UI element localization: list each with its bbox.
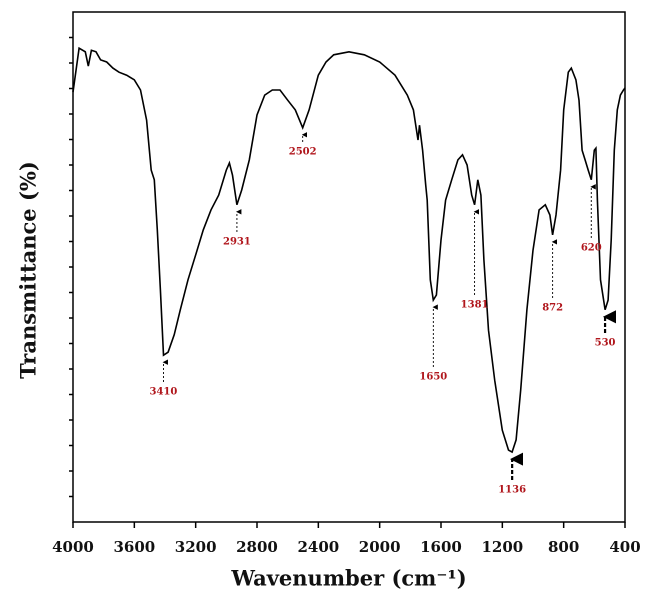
- x-tick-label: 3200: [175, 538, 217, 556]
- x-tick-label: 2400: [297, 538, 339, 556]
- x-tick-label: 3600: [113, 538, 155, 556]
- peak-label: 530: [595, 338, 616, 349]
- x-tick-label: 400: [609, 538, 640, 556]
- x-tick-label: 1600: [420, 538, 462, 556]
- y-axis-title: Transmittance (%): [16, 161, 41, 379]
- peak-label: 1650: [419, 372, 447, 383]
- x-tick-label: 4000: [52, 538, 94, 556]
- peak-label: 2502: [289, 147, 317, 158]
- x-axis-title: Wavenumber (cm⁻¹): [230, 566, 466, 591]
- x-tick-label: 800: [548, 538, 579, 556]
- plot-frame: [72, 11, 626, 523]
- x-tick-label: 1200: [481, 538, 523, 556]
- peak-label: 2931: [223, 237, 251, 248]
- peak-label: 1381: [461, 300, 489, 311]
- peak-label: 1136: [498, 485, 526, 496]
- peak-label: 620: [581, 243, 602, 254]
- spectrum-line: [72, 46, 626, 454]
- x-tick-label: 2800: [236, 538, 278, 556]
- peak-label: 3410: [150, 387, 178, 398]
- x-tick-label: 2000: [359, 538, 401, 556]
- peak-label: 872: [542, 303, 563, 314]
